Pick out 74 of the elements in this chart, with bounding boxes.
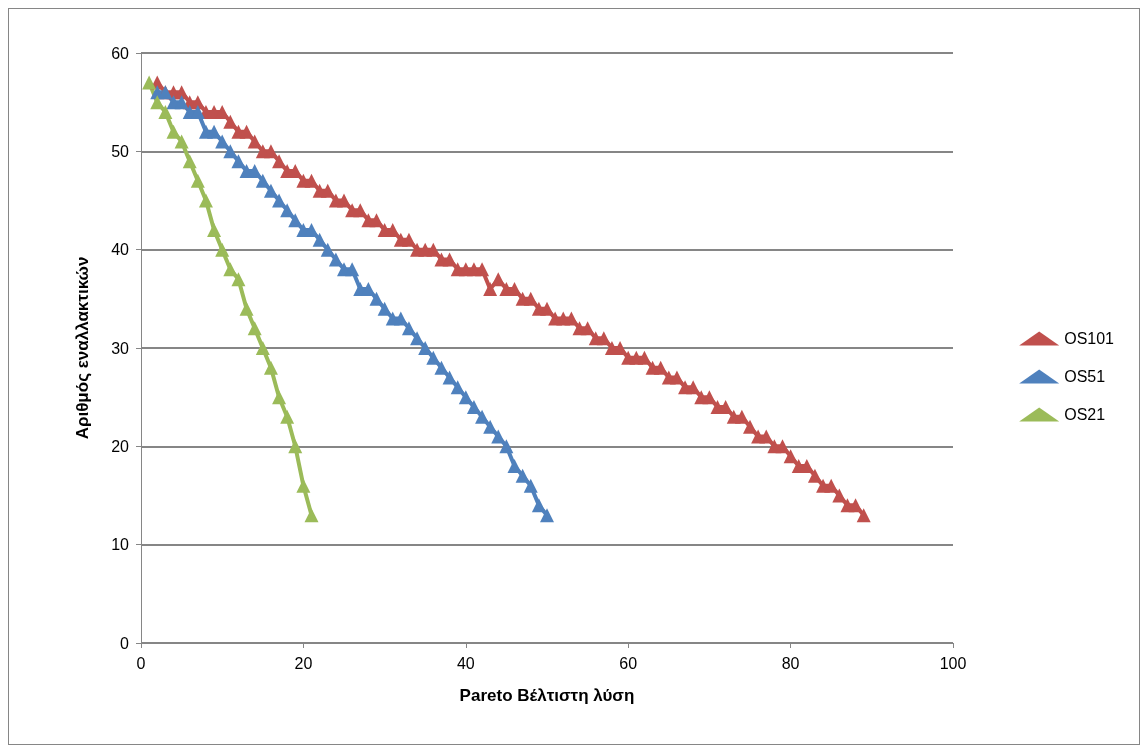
point	[215, 134, 230, 149]
point	[483, 419, 498, 434]
point	[458, 390, 473, 405]
point	[515, 468, 530, 483]
point	[377, 301, 392, 316]
point	[207, 223, 222, 237]
y-tick-label: 30	[111, 339, 130, 357]
point	[288, 439, 303, 454]
point	[288, 213, 303, 228]
point	[401, 321, 416, 336]
point	[174, 134, 189, 149]
point	[426, 350, 441, 365]
x-tick-label: 40	[456, 654, 475, 672]
x-axis-title: Pareto Βέλτιστη λύση	[459, 686, 635, 705]
legend-label: OS21	[1064, 406, 1106, 423]
point	[231, 154, 246, 169]
point	[263, 183, 278, 198]
point	[198, 193, 213, 208]
point	[272, 193, 287, 208]
x-tick-label: 0	[136, 654, 146, 672]
point	[499, 439, 514, 454]
y-tick-label: 60	[111, 44, 130, 62]
y-tick-label: 0	[120, 634, 130, 652]
point	[239, 301, 254, 316]
y-tick-label: 40	[111, 241, 130, 259]
point	[231, 272, 246, 287]
point	[166, 124, 181, 139]
point	[507, 459, 522, 473]
point	[150, 95, 165, 110]
point	[531, 498, 546, 513]
point	[223, 262, 238, 277]
point	[142, 75, 157, 90]
point	[223, 144, 238, 159]
y-axis-title: Αριθμός εναλλακτικών	[73, 256, 92, 440]
y-tick-label: 50	[111, 142, 130, 160]
y-tick-label: 10	[111, 536, 130, 554]
point	[247, 321, 262, 336]
point	[320, 242, 335, 257]
point	[182, 154, 197, 169]
x-tick-label: 60	[619, 654, 638, 672]
point	[280, 409, 295, 424]
point	[328, 252, 343, 267]
point	[442, 370, 457, 385]
point	[207, 124, 222, 139]
point	[304, 508, 319, 523]
point	[255, 341, 270, 355]
point	[280, 203, 295, 218]
point	[215, 242, 230, 257]
point	[255, 173, 270, 188]
point	[475, 409, 490, 424]
point	[158, 105, 173, 119]
point	[491, 429, 506, 444]
point	[540, 508, 554, 523]
point	[263, 360, 278, 375]
point	[369, 291, 384, 306]
legend-label: OS51	[1064, 368, 1106, 385]
legend-label: OS101	[1064, 330, 1115, 347]
point	[312, 232, 327, 247]
point	[418, 341, 433, 355]
point	[296, 478, 311, 493]
point	[434, 360, 449, 375]
point	[410, 331, 425, 346]
point	[450, 380, 465, 395]
point	[393, 311, 408, 326]
point	[523, 478, 538, 493]
point	[190, 173, 205, 188]
y-tick-label: 20	[111, 437, 130, 455]
x-tick-label: 80	[781, 654, 800, 672]
x-tick-label: 100	[939, 654, 967, 672]
point	[345, 262, 360, 277]
point	[466, 400, 481, 414]
x-tick-label: 20	[294, 654, 313, 672]
point	[174, 95, 189, 110]
point	[272, 390, 287, 405]
